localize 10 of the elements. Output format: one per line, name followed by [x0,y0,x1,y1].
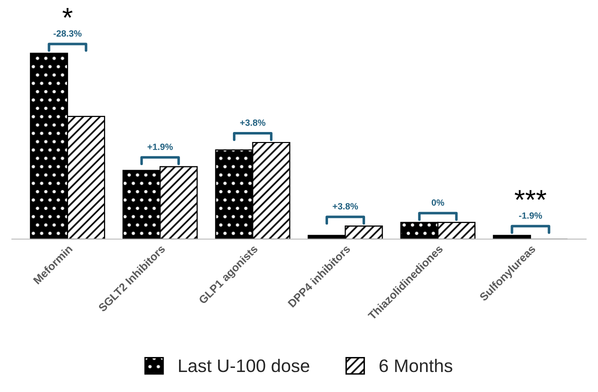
legend-label: Last U-100 dose [179,358,310,372]
legend-label: 6 Months [380,358,452,372]
text: -28.3% [54,30,82,37]
text: * [62,8,72,18]
annotation: *** [514,190,546,200]
annotation: -1.9% [519,212,542,219]
annotation: 0% [432,199,444,206]
annotation: +3.8% [332,203,358,210]
annotation: +3.8% [240,119,266,126]
annotation: +1.9% [148,144,173,150]
